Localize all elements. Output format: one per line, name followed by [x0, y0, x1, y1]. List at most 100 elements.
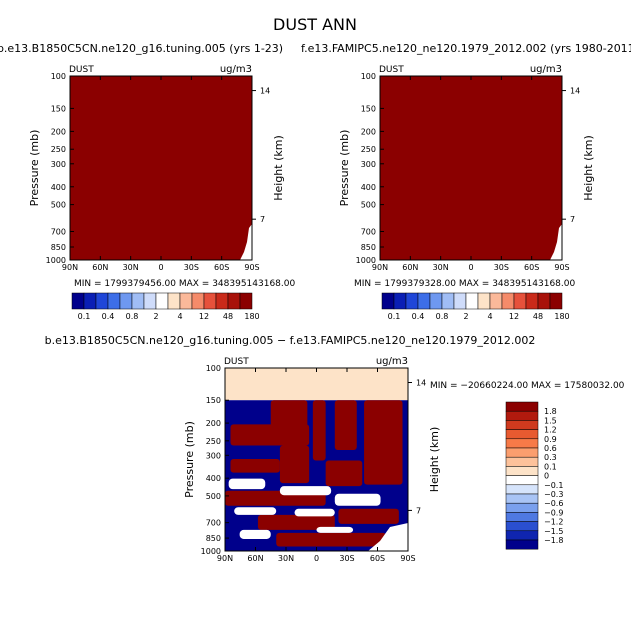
- colorbar-label: 0.4: [412, 312, 425, 321]
- positive-region: [270, 400, 308, 428]
- y-tick-label: 700: [361, 227, 376, 236]
- positive-region: [230, 459, 280, 473]
- positive-region: [312, 400, 326, 461]
- positive-region: [276, 532, 387, 547]
- y-tick-label: 150: [206, 396, 221, 405]
- colorbar-swatch: [453, 292, 467, 310]
- colorbar-swatch: [405, 292, 419, 310]
- colorbar-swatch: [505, 539, 539, 550]
- colorbar-swatch: [505, 401, 539, 412]
- field-fill: [380, 76, 562, 260]
- colorbar-label: −0.1: [544, 481, 563, 490]
- y-tick-label: 400: [361, 183, 376, 192]
- upper-zero-band: [225, 368, 408, 401]
- x-tick-label: 60N: [92, 263, 108, 272]
- y-axis-label: Pressure (mb): [338, 130, 351, 207]
- colorbar-label: 0.1: [544, 462, 557, 471]
- colorbar-swatch: [505, 530, 539, 541]
- colorbar-swatch: [167, 292, 181, 310]
- colorbar-swatch: [505, 466, 539, 476]
- figure-title: DUST ANN: [273, 15, 357, 34]
- x-tick-label: 90S: [244, 263, 259, 272]
- x-tick-label: 30S: [184, 263, 199, 272]
- colorbar-swatch: [95, 292, 109, 310]
- colorbar-swatch: [505, 475, 539, 486]
- x-tick-label: 90N: [217, 554, 233, 563]
- x-tick-label: 30N: [123, 263, 139, 272]
- colorbar-label: 12: [509, 312, 519, 321]
- surface-mask: [368, 523, 408, 551]
- colorbar-swatch: [155, 292, 169, 310]
- panel-title: b.e13.B1850C5CN.ne120_g16.tuning.005 − f…: [45, 334, 536, 347]
- y-tick-label: 700: [206, 519, 221, 528]
- x-tick-label: 30N: [278, 554, 294, 563]
- y-tick-label: 250: [206, 437, 221, 446]
- y-tick-label: 200: [206, 419, 221, 428]
- right-axis-label: Height (km): [428, 427, 441, 493]
- colorbar-swatch: [505, 438, 539, 449]
- y-tick-label: 850: [206, 534, 221, 543]
- colorbar-swatch: [131, 292, 145, 310]
- near-zero-region: [334, 493, 381, 506]
- colorbar-swatch: [505, 512, 539, 522]
- colorbar-swatch: [381, 292, 395, 310]
- colorbar-swatch: [179, 292, 193, 310]
- y-tick-label: 1000: [46, 256, 66, 265]
- colorbar-swatch: [119, 292, 133, 310]
- colorbar-label: 0.6: [544, 444, 557, 453]
- positive-region: [334, 400, 357, 450]
- colorbar-swatch: [215, 292, 229, 310]
- x-tick-label: 0: [158, 263, 163, 272]
- panel-1: b.e13.B1850C5CN.ne120_g16.tuning.005 (yr…: [0, 42, 295, 321]
- colorbar-label: 48: [533, 312, 543, 321]
- y-axis-label: Pressure (mb): [183, 421, 196, 498]
- y-tick-label: 1000: [201, 547, 221, 556]
- y-axis-label: Pressure (mb): [28, 130, 41, 207]
- near-zero-region: [228, 478, 266, 490]
- colorbar-label: 180: [244, 312, 259, 321]
- y-tick-label: 250: [361, 145, 376, 154]
- colorbar-label: 48: [223, 312, 233, 321]
- positive-region: [325, 460, 363, 487]
- right-tick-label: 14: [570, 87, 580, 96]
- positive-region: [279, 445, 310, 484]
- y-tick-label: 500: [51, 201, 66, 210]
- colorbar-label: 2: [153, 312, 158, 321]
- right-tick-label: 7: [570, 215, 575, 224]
- right-tick-label: 7: [416, 506, 421, 515]
- x-tick-label: 90N: [62, 263, 78, 272]
- colorbar-label: 0.4: [102, 312, 115, 321]
- colorbar-swatch: [417, 292, 431, 310]
- colorbar-label: 4: [487, 312, 492, 321]
- y-tick-label: 700: [51, 227, 66, 236]
- near-zero-region: [294, 508, 335, 517]
- colorbar-swatch: [239, 292, 253, 310]
- positive-region: [364, 400, 403, 485]
- y-tick-label: 300: [206, 451, 221, 460]
- near-zero-region: [316, 526, 354, 533]
- colorbar-swatch: [203, 292, 217, 310]
- y-tick-label: 400: [206, 474, 221, 483]
- right-axis-label: Height (km): [582, 135, 595, 201]
- x-tick-label: 60S: [524, 263, 539, 272]
- y-tick-label: 500: [361, 201, 376, 210]
- y-tick-label: 150: [51, 104, 66, 113]
- positive-region: [338, 508, 399, 524]
- x-tick-label: 60N: [247, 554, 263, 563]
- colorbar-label: 12: [199, 312, 209, 321]
- colorbar-swatch: [525, 292, 539, 310]
- colorbar-swatch: [537, 292, 551, 310]
- colorbar-label: 0.1: [78, 312, 91, 321]
- panel-2: f.e13.FAMIPC5.ne120_ne120.1979_2012.002 …: [301, 42, 631, 321]
- colorbar-label: −1.2: [544, 518, 563, 527]
- positive-region: [257, 514, 335, 530]
- colorbar-swatch: [71, 292, 85, 310]
- colorbar-swatch: [505, 502, 539, 513]
- colorbar-swatch: [83, 292, 97, 310]
- colorbar-swatch: [513, 292, 527, 310]
- colorbar-label: 0.3: [544, 453, 557, 462]
- colorbar-swatch: [227, 292, 241, 310]
- surface-mask: [550, 224, 562, 260]
- y-tick-label: 250: [51, 145, 66, 154]
